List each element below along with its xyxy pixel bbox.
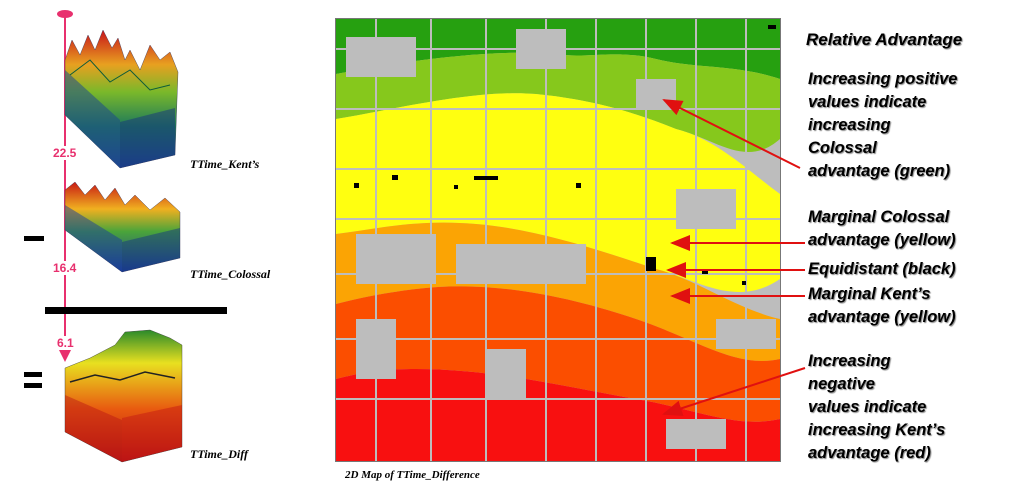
surface-kents — [64, 29, 179, 169]
surface-label-kents: TTime_Kent’s — [190, 157, 260, 171]
pin-icon — [57, 10, 73, 18]
map-caption: 2D Map of TTime_Difference — [345, 469, 480, 481]
minus-operator — [24, 236, 44, 241]
annotation-title: Relative Advantage — [806, 30, 963, 49]
road-network — [336, 19, 780, 461]
equals-operator-bottom — [24, 383, 42, 388]
surface-diagram — [24, 10, 227, 463]
annotation-marginal-colossal: Marginal Colossal advantage (yellow) — [808, 208, 956, 249]
annotation-green: Increasing positive values indicate incr… — [808, 70, 958, 180]
value-label-3: 6.1 — [55, 336, 76, 350]
zone-light-green — [336, 52, 780, 152]
background-patches — [346, 29, 776, 449]
value-label-1: 22.5 — [51, 146, 79, 160]
equals-operator-top — [24, 372, 42, 377]
difference-map-svg — [336, 19, 780, 461]
result-bar — [45, 307, 227, 314]
difference-map — [335, 18, 781, 462]
annotation-equidistant: Equidistant (black) — [808, 260, 956, 278]
zone-orange — [336, 222, 780, 361]
arrow-down-icon — [59, 350, 71, 362]
surface-label-diff: TTime_Diff — [190, 447, 248, 461]
annotation-marginal-kent: Marginal Kent’s advantage (yellow) — [808, 285, 956, 326]
annotation-red: Increasing negative values indicate incr… — [808, 352, 946, 462]
equidistant-cells — [354, 25, 776, 285]
surface-label-colossal: TTime_Colossal — [190, 267, 271, 281]
surface-diff — [64, 329, 183, 463]
surface-colossal — [64, 181, 181, 273]
value-label-2: 16.4 — [51, 261, 79, 275]
